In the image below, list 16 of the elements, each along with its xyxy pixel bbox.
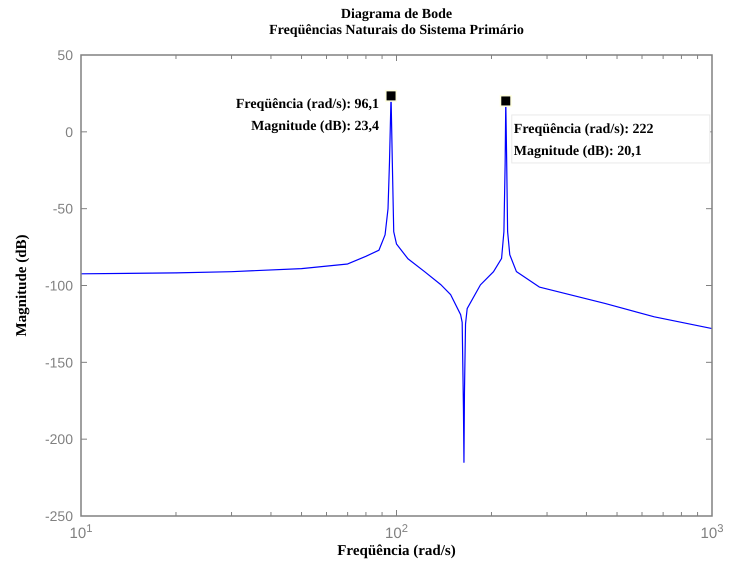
y-tick-label: 50 xyxy=(57,47,74,63)
y-tick-label: -150 xyxy=(44,354,74,370)
y-tick-label: 0 xyxy=(65,124,74,140)
x-tick-label: 10$^{2}$ xyxy=(385,523,408,542)
y-tick-label: -100 xyxy=(44,278,74,294)
y-tick-label: -50 xyxy=(52,200,74,217)
x-tick-label: 10$^{1}$ xyxy=(70,523,92,542)
chart-subtitle: Freqüências Naturais do Sistema Primário xyxy=(269,23,524,38)
chart-title: Diagrama de Bode xyxy=(340,7,452,22)
x-tick-label: 10$^{3}$ xyxy=(700,523,724,542)
y-axis-title: Magnitude (dB) xyxy=(14,234,30,337)
y-tick-label: -200 xyxy=(44,431,74,448)
y-tick-label: -250 xyxy=(44,508,74,524)
annotation: Freqüência (rad/s): 222 Magnitude (dB): 20,1 xyxy=(514,122,654,159)
annotation: Freqüência (rad/s): 96,1 Magnitude (dB): 23,4 xyxy=(236,96,380,134)
x-axis-title: Freqüência (rad/s) xyxy=(337,543,456,559)
